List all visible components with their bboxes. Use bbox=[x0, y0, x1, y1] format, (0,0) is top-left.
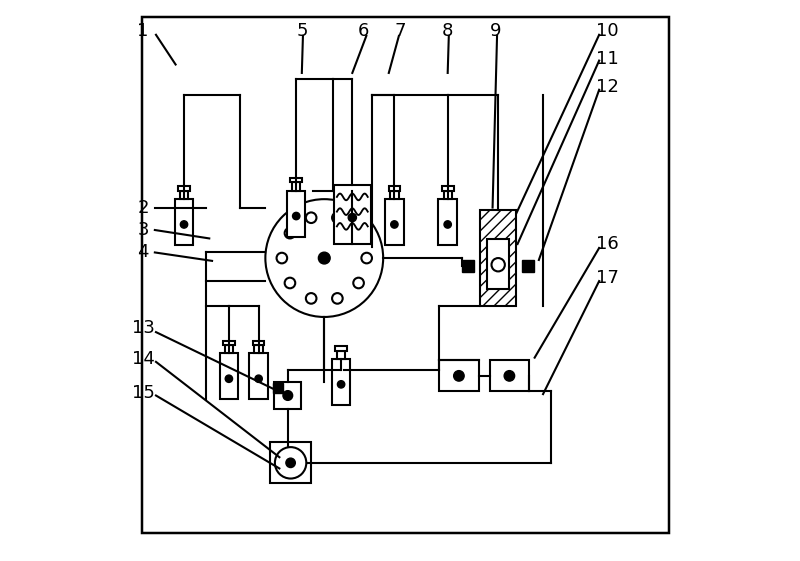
Circle shape bbox=[283, 390, 293, 401]
Text: 17: 17 bbox=[596, 269, 619, 287]
Bar bbox=[250, 353, 268, 399]
Bar bbox=[389, 186, 400, 191]
Bar bbox=[274, 382, 302, 409]
Circle shape bbox=[362, 253, 372, 263]
Circle shape bbox=[306, 213, 317, 223]
Circle shape bbox=[255, 375, 262, 383]
Bar bbox=[487, 239, 509, 288]
Bar bbox=[178, 186, 190, 191]
Bar bbox=[254, 345, 262, 353]
Circle shape bbox=[354, 278, 364, 288]
Text: 4: 4 bbox=[138, 243, 149, 261]
Text: 7: 7 bbox=[394, 22, 406, 40]
Text: 11: 11 bbox=[596, 50, 619, 68]
Text: 9: 9 bbox=[490, 22, 501, 40]
Text: 8: 8 bbox=[442, 22, 454, 40]
Bar bbox=[462, 260, 474, 273]
Text: 5: 5 bbox=[296, 22, 307, 40]
Circle shape bbox=[332, 213, 342, 223]
Bar bbox=[174, 199, 194, 245]
Bar bbox=[332, 359, 350, 405]
Bar bbox=[180, 191, 188, 199]
Bar bbox=[442, 186, 454, 191]
Circle shape bbox=[491, 258, 505, 272]
Circle shape bbox=[293, 213, 300, 220]
Text: 14: 14 bbox=[132, 350, 154, 368]
Bar bbox=[270, 443, 311, 483]
Text: 3: 3 bbox=[138, 221, 149, 239]
Text: 2: 2 bbox=[138, 199, 149, 217]
Text: 15: 15 bbox=[132, 384, 154, 402]
Circle shape bbox=[285, 278, 295, 288]
Bar bbox=[290, 178, 302, 182]
Circle shape bbox=[454, 371, 464, 381]
Circle shape bbox=[318, 252, 330, 264]
Circle shape bbox=[504, 371, 514, 381]
Text: 10: 10 bbox=[596, 22, 619, 40]
Bar bbox=[443, 191, 452, 199]
Circle shape bbox=[338, 381, 345, 388]
Bar bbox=[223, 341, 234, 345]
Text: 6: 6 bbox=[358, 22, 370, 40]
Text: 12: 12 bbox=[596, 78, 619, 96]
Text: 13: 13 bbox=[132, 319, 154, 337]
Bar bbox=[335, 346, 347, 351]
Bar bbox=[334, 185, 370, 244]
Circle shape bbox=[266, 199, 383, 317]
Bar bbox=[220, 353, 238, 399]
Text: 16: 16 bbox=[596, 235, 619, 253]
Circle shape bbox=[286, 458, 295, 467]
Circle shape bbox=[306, 293, 317, 304]
Circle shape bbox=[277, 253, 287, 263]
Circle shape bbox=[444, 221, 451, 228]
Bar bbox=[385, 199, 404, 245]
Bar bbox=[253, 341, 265, 345]
Bar bbox=[292, 182, 300, 191]
Text: 1: 1 bbox=[138, 22, 149, 40]
Bar bbox=[439, 361, 478, 392]
Circle shape bbox=[180, 221, 188, 228]
Bar bbox=[480, 210, 517, 306]
Circle shape bbox=[332, 293, 342, 304]
Circle shape bbox=[275, 447, 306, 479]
Bar bbox=[274, 383, 283, 393]
Bar bbox=[287, 191, 306, 237]
Bar bbox=[337, 351, 346, 359]
Circle shape bbox=[354, 228, 364, 238]
Circle shape bbox=[390, 221, 398, 228]
Bar bbox=[390, 191, 398, 199]
Bar bbox=[490, 361, 529, 392]
Bar bbox=[522, 260, 534, 273]
Circle shape bbox=[226, 375, 233, 383]
Bar bbox=[225, 345, 233, 353]
Bar bbox=[438, 199, 457, 245]
Circle shape bbox=[348, 213, 357, 222]
Circle shape bbox=[285, 228, 295, 238]
